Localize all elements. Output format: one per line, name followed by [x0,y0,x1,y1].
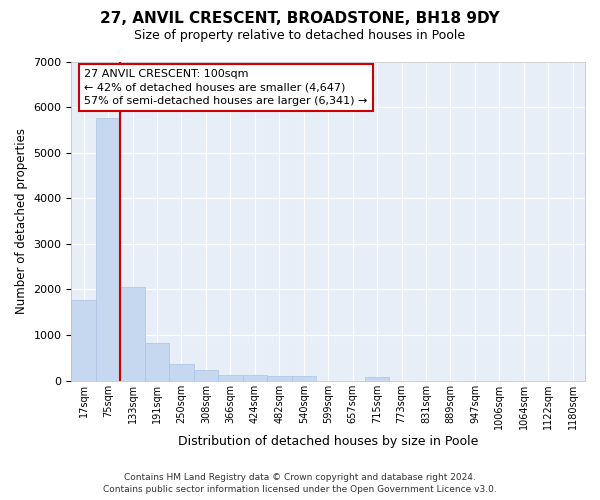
Bar [145,343,169,380]
Bar [218,374,242,380]
Text: 27 ANVIL CRESCENT: 100sqm
← 42% of detached houses are smaller (4,647)
57% of se: 27 ANVIL CRESCENT: 100sqm ← 42% of detac… [84,70,368,106]
Bar [194,370,218,380]
Text: 27, ANVIL CRESCENT, BROADSTONE, BH18 9DY: 27, ANVIL CRESCENT, BROADSTONE, BH18 9DY [100,11,500,26]
Text: Size of property relative to detached houses in Poole: Size of property relative to detached ho… [134,29,466,42]
Bar [365,376,389,380]
Bar [169,364,194,380]
X-axis label: Distribution of detached houses by size in Poole: Distribution of detached houses by size … [178,434,478,448]
Bar [292,376,316,380]
Y-axis label: Number of detached properties: Number of detached properties [15,128,28,314]
Bar [71,300,96,380]
Bar [121,286,145,380]
Text: Contains HM Land Registry data © Crown copyright and database right 2024.
Contai: Contains HM Land Registry data © Crown c… [103,472,497,494]
Bar [242,375,267,380]
Bar [96,118,121,380]
Bar [267,376,292,380]
